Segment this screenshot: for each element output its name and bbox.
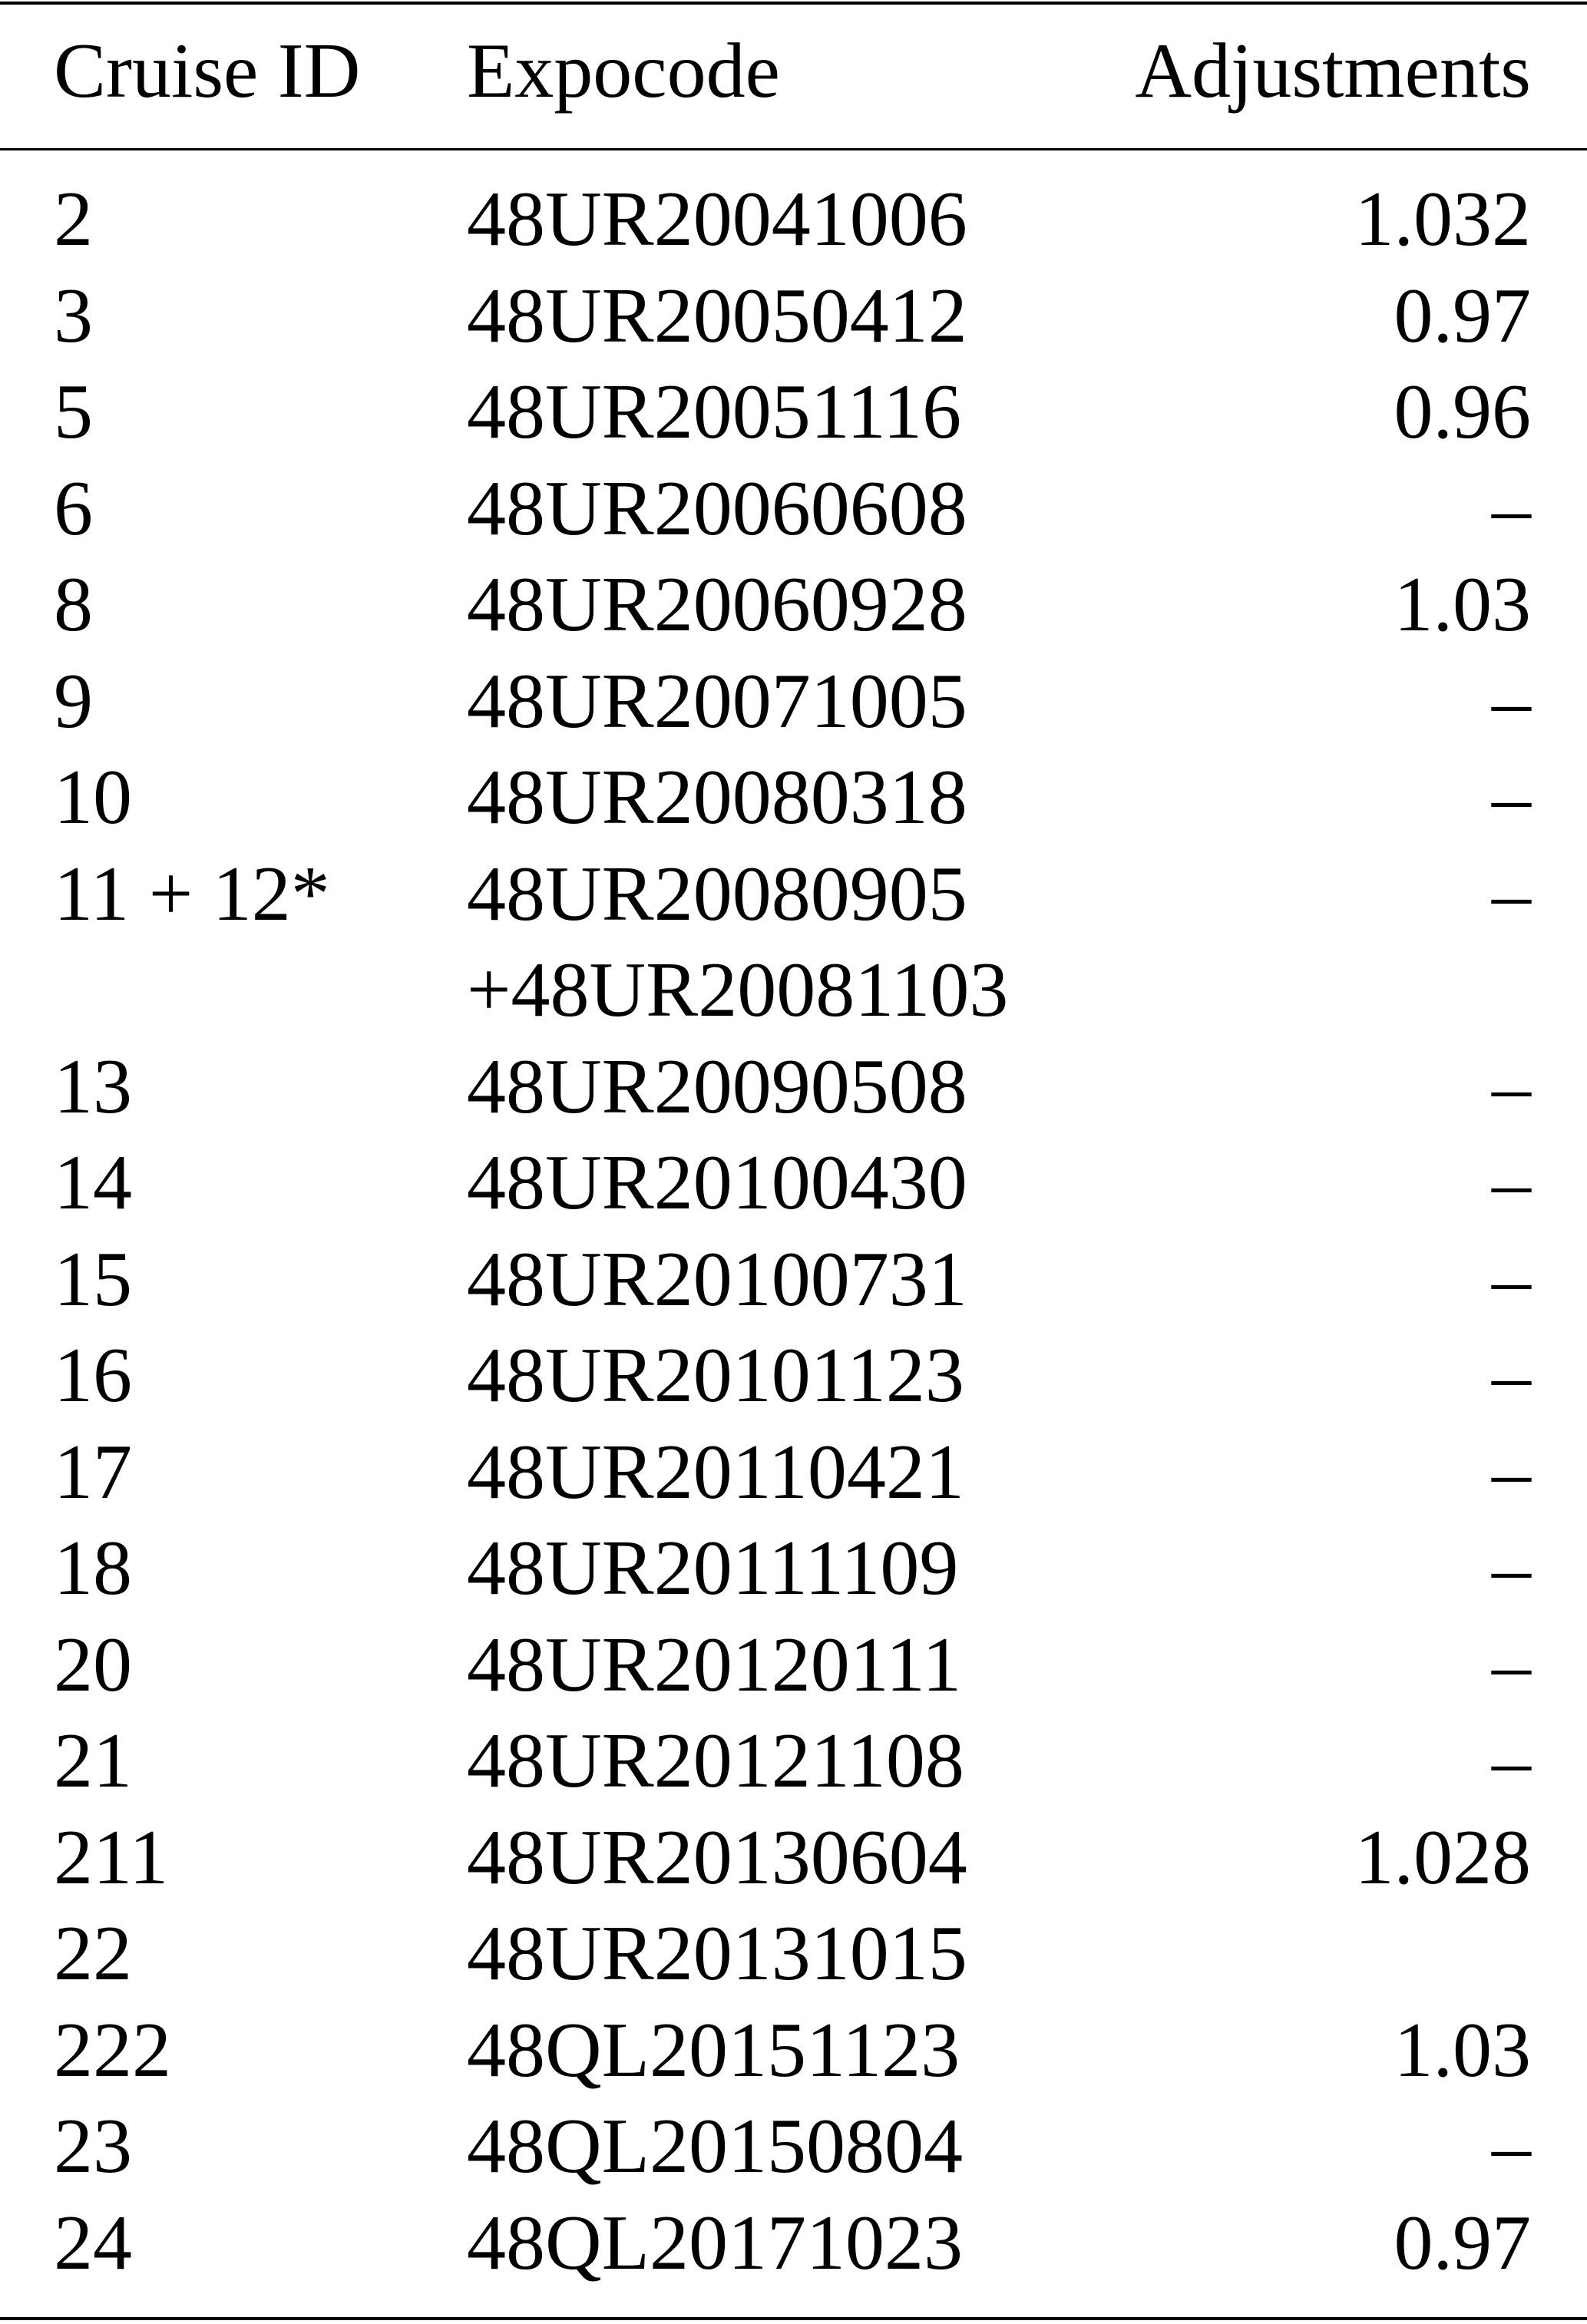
adjustment-cell: 1.028 bbox=[1354, 1813, 1532, 1901]
cruise-id-cell: 10 bbox=[54, 754, 132, 841]
header-cruise-id: Cruise ID bbox=[54, 28, 361, 114]
table-row: 8 48UR20060928 1.03 bbox=[0, 557, 1587, 653]
cruise-id-cell: 18 bbox=[54, 1525, 132, 1612]
expocode-cell: 48UR20041006 bbox=[467, 176, 967, 263]
table-row: 14 48UR20100430 – bbox=[0, 1135, 1587, 1231]
cruise-id-cell: 8 bbox=[54, 561, 93, 648]
cruise-id-cell: 9 bbox=[54, 657, 93, 745]
expocode-cell: 48UR20101123 bbox=[467, 1332, 964, 1419]
adjustment-cell: – bbox=[1492, 2103, 1531, 2190]
expocode-cell: 48QL20171023 bbox=[467, 2199, 963, 2286]
adjustment-cell: 0.97 bbox=[1394, 272, 1532, 359]
cruise-id-cell: 22 bbox=[54, 1910, 132, 1997]
expocode-cell: 48QL20151123 bbox=[467, 2006, 960, 2094]
cruise-id-cell: 21 bbox=[54, 1717, 132, 1804]
bottom-rule bbox=[0, 2317, 1587, 2320]
expocode-cell: 48UR20080318 bbox=[467, 754, 967, 841]
adjustment-cell: – bbox=[1492, 1525, 1531, 1612]
table-row: 5 48UR20051116 0.96 bbox=[0, 364, 1587, 461]
table-row: 20 48UR20120111 – bbox=[0, 1617, 1587, 1714]
adjustment-cell: – bbox=[1492, 1043, 1531, 1130]
table-row: 9 48UR20071005 – bbox=[0, 653, 1587, 750]
cruise-id-cell: 20 bbox=[54, 1621, 132, 1708]
adjustment-cell: – bbox=[1492, 1621, 1531, 1708]
expocode-cell: 48UR20080905 bbox=[467, 850, 967, 937]
cruise-id-cell: 13 bbox=[54, 1043, 132, 1130]
table-row: 21 48UR20121108 – bbox=[0, 1713, 1587, 1810]
table-header: Cruise ID Expocode Adjustments bbox=[0, 23, 1587, 120]
header-rule bbox=[0, 148, 1587, 150]
adjustment-cell: 1.03 bbox=[1394, 561, 1532, 648]
expocode-cell: 48UR20100731 bbox=[467, 1235, 967, 1323]
table-row: 24 48QL20171023 0.97 bbox=[0, 2195, 1587, 2292]
table-row: 10 48UR20080318 – bbox=[0, 749, 1587, 846]
adjustment-cell: – bbox=[1492, 657, 1531, 745]
cruise-id-cell: 16 bbox=[54, 1332, 132, 1419]
adjustment-cell: 0.96 bbox=[1394, 369, 1532, 455]
cruise-id-cell: 15 bbox=[54, 1235, 132, 1323]
cruise-id-cell: 23 bbox=[54, 2103, 132, 2190]
table-row: 211 48UR20130604 1.028 bbox=[0, 1810, 1587, 1906]
expocode-cell: 48UR20100430 bbox=[467, 1139, 967, 1226]
cruise-id-cell: 222 bbox=[54, 2006, 171, 2094]
expocode-cell: 48QL20150804 bbox=[467, 2103, 963, 2190]
adjustment-cell: – bbox=[1492, 1717, 1531, 1804]
adjustment-cell: 0.97 bbox=[1394, 2199, 1532, 2286]
adjustment-cell: – bbox=[1492, 1332, 1531, 1419]
adjustment-cell: – bbox=[1492, 1235, 1531, 1323]
table-row: 16 48UR20101123 – bbox=[0, 1327, 1587, 1424]
adjustment-cell: 1.032 bbox=[1354, 176, 1532, 263]
cruise-id-cell: 6 bbox=[54, 464, 93, 552]
expocode-cell: 48UR20060608 bbox=[467, 464, 967, 552]
cruise-id-cell: 2 bbox=[54, 176, 93, 263]
header-expocode: Expocode bbox=[467, 28, 780, 114]
expocode-cell: 48UR20110421 bbox=[467, 1428, 964, 1516]
header-adjustments: Adjustments bbox=[1135, 28, 1531, 114]
table-row: 2 48UR20041006 1.032 bbox=[0, 171, 1587, 268]
expocode-cell: +48UR20081103 bbox=[467, 947, 1009, 1033]
adjustment-cell: – bbox=[1492, 850, 1531, 937]
table-row: 15 48UR20100731 – bbox=[0, 1231, 1587, 1328]
table-row: 23 48QL20150804 – bbox=[0, 2098, 1587, 2195]
table-row: 6 48UR20060608 – bbox=[0, 461, 1587, 557]
adjustment-cell: – bbox=[1492, 464, 1531, 552]
expocode-cell: 48UR20090508 bbox=[467, 1043, 967, 1130]
expocode-cell: 48UR20071005 bbox=[467, 657, 967, 745]
table-row: 222 48QL20151123 1.03 bbox=[0, 2002, 1587, 2099]
expocode-cell: 48UR20060928 bbox=[467, 561, 967, 648]
cruise-id-cell: 3 bbox=[54, 272, 93, 359]
adjustment-cell: 1.03 bbox=[1394, 2006, 1532, 2094]
table-row: 17 48UR20110421 – bbox=[0, 1424, 1587, 1521]
expocode-cell: 48UR20120111 bbox=[467, 1621, 962, 1708]
table-row: 18 48UR20111109 – bbox=[0, 1520, 1587, 1617]
cruise-id-cell: 24 bbox=[54, 2199, 132, 2286]
cruise-id-cell: 11 + 12* bbox=[54, 850, 330, 937]
adjustment-cell: – bbox=[1492, 1428, 1531, 1516]
top-rule bbox=[0, 2, 1587, 5]
table-row: 13 48UR20090508 – bbox=[0, 1039, 1587, 1136]
cruise-id-cell: 17 bbox=[54, 1428, 132, 1516]
expocode-cell: 48UR20050412 bbox=[467, 272, 967, 359]
cruise-id-cell: 14 bbox=[54, 1139, 132, 1226]
table-row: +48UR20081103 bbox=[0, 942, 1587, 1039]
expocode-cell: 48UR20121108 bbox=[467, 1717, 964, 1804]
cruise-id-cell: 5 bbox=[54, 369, 93, 455]
table-row: 3 48UR20050412 0.97 bbox=[0, 268, 1587, 365]
expocode-cell: 48UR20051116 bbox=[467, 369, 962, 455]
cruise-id-cell: 211 bbox=[54, 1813, 169, 1901]
expocode-cell: 48UR20111109 bbox=[467, 1525, 959, 1612]
adjustment-cell: – bbox=[1492, 1139, 1531, 1226]
adjustment-cell: – bbox=[1492, 754, 1531, 841]
expocode-cell: 48UR20130604 bbox=[467, 1813, 967, 1901]
table-row: 11 + 12* 48UR20080905 – bbox=[0, 846, 1587, 943]
expocode-cell: 48UR20131015 bbox=[467, 1910, 967, 1997]
